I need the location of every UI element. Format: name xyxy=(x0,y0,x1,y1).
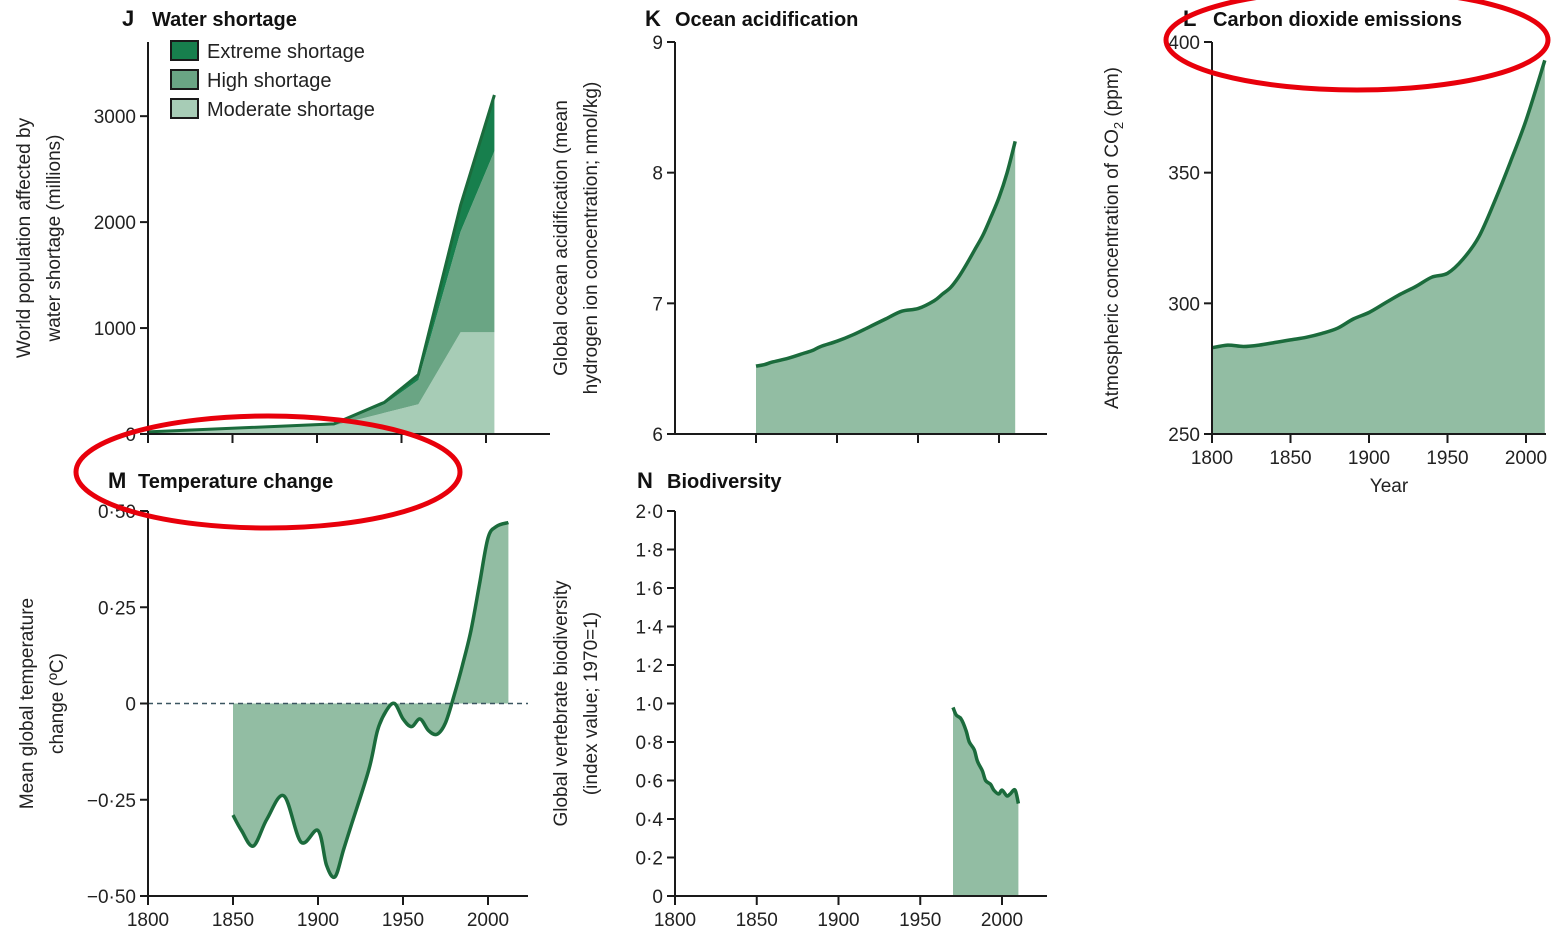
y-tick-label: 0·6 xyxy=(636,772,663,793)
y-axis-title-part: Atmospheric concentration of CO xyxy=(1102,129,1123,409)
series-line xyxy=(1211,59,1547,350)
panel-l: L Carbon dioxide emissions250300350400180… xyxy=(1102,6,1547,497)
y-tick-label: 0 xyxy=(652,887,663,908)
panel-title: Biodiversity xyxy=(667,471,782,493)
series-line xyxy=(755,140,1017,368)
y-axis-title: change (ºC) xyxy=(47,653,68,754)
x-tick-label: 1800 xyxy=(127,910,169,931)
y-axis-title: Mean global temperature xyxy=(17,598,38,809)
y-tick-label: 2·0 xyxy=(636,502,663,523)
x-tick-label: 1850 xyxy=(212,910,254,931)
x-tick-label: 1800 xyxy=(654,910,696,931)
panel-letter: M xyxy=(108,468,126,493)
series-line-total xyxy=(147,94,496,434)
legend-swatch-moderate xyxy=(170,98,199,119)
panel-title: Water shortage xyxy=(152,9,297,31)
highlight-ellipse-carbon xyxy=(1163,0,1551,93)
y-tick-label: 0·25 xyxy=(98,598,136,619)
y-tick-label: 1·0 xyxy=(636,695,663,716)
x-tick-label: 1850 xyxy=(736,910,778,931)
y-tick-label: 9 xyxy=(652,33,663,54)
legend-label-extreme: Extreme shortage xyxy=(207,41,365,63)
series-area-moderate xyxy=(148,332,495,434)
panel-title: Carbon dioxide emissions xyxy=(1213,9,1462,31)
x-tick-label: 1850 xyxy=(1269,448,1311,469)
x-tick-label: 1900 xyxy=(1348,448,1390,469)
highlight-ellipse-temperature xyxy=(73,413,463,531)
y-tick-label: 0 xyxy=(125,425,136,446)
x-tick-label: 1800 xyxy=(1191,448,1233,469)
panel-n: N Biodiversity 0 0·2 0·4 0·6 0·8 1·0 1·2 1·4 1·6 1·… xyxy=(551,468,1047,931)
panel-title: Temperature change xyxy=(138,471,333,493)
series-area xyxy=(953,707,1019,896)
panel-title: Ocean acidification xyxy=(675,9,858,31)
x-tick-label: 2000 xyxy=(1505,448,1547,469)
x-tick-label: 1950 xyxy=(899,910,941,931)
y-axis-title: Atmospheric concentration of CO2 (ppm) xyxy=(1102,67,1126,409)
y-axis-title: water shortage (millions) xyxy=(44,135,65,343)
y-tick-label: 1·4 xyxy=(636,618,664,639)
panel-letter: J xyxy=(122,6,134,31)
y-tick-label: 7 xyxy=(652,294,663,315)
y-tick-label: 0·4 xyxy=(636,810,664,831)
x-tick-label: 1950 xyxy=(382,910,424,931)
panel-letter: N xyxy=(637,468,653,493)
y-tick-label: 3000 xyxy=(94,107,136,128)
y-tick-label: 0·2 xyxy=(636,849,663,870)
y-axis-title: hydrogen ion concentration; nmol/kg) xyxy=(581,82,602,395)
panel-k: K Ocean acidification 6 7 8 9 Global ocean aci… xyxy=(551,6,1047,446)
y-axis-title: World population affected by xyxy=(14,117,35,358)
y-tick-label: 0 xyxy=(125,695,136,716)
y-axis-title: Global vertebrate biodiversity xyxy=(551,580,572,827)
x-tick-label: 1950 xyxy=(1426,448,1468,469)
y-tick-label: 1·2 xyxy=(636,656,663,677)
y-tick-label: 1000 xyxy=(94,319,136,340)
y-axis-title: (index value; 1970=1) xyxy=(581,612,602,795)
x-tick-label: 2000 xyxy=(467,910,509,931)
series-line xyxy=(951,706,1021,805)
y-tick-label: 1·6 xyxy=(636,579,663,600)
y-tick-label: 1·8 xyxy=(636,541,663,562)
y-axis-title: Global ocean acidification (mean xyxy=(551,100,572,376)
y-tick-label: 8 xyxy=(652,164,663,185)
y-axis-title-subscript: 2 xyxy=(1111,122,1126,129)
series-area xyxy=(1212,60,1545,435)
series-area xyxy=(756,141,1016,435)
legend-label-moderate: Moderate shortage xyxy=(207,99,375,121)
y-tick-label: 400 xyxy=(1168,33,1200,54)
y-tick-label: −0·25 xyxy=(87,791,136,812)
y-tick-label: 250 xyxy=(1168,425,1200,446)
legend-label-high: High shortage xyxy=(207,70,332,92)
y-tick-label: 2000 xyxy=(94,213,136,234)
y-tick-label: 6 xyxy=(652,425,663,446)
y-tick-label: 0·8 xyxy=(636,733,663,754)
y-tick-label: 350 xyxy=(1168,164,1200,185)
highlight-annotations xyxy=(73,0,1551,531)
legend-swatch-high xyxy=(170,69,199,90)
panel-j: J Water shortage Extreme shortage High shor… xyxy=(14,6,550,446)
panel-letter: K xyxy=(645,6,661,31)
panel-m: M Temperature change−0·50−0·2500·250·5018… xyxy=(17,468,528,931)
series-area xyxy=(233,522,509,878)
x-axis-title: Year xyxy=(1370,476,1409,497)
y-tick-label: 300 xyxy=(1168,294,1200,315)
x-tick-label: 2000 xyxy=(981,910,1023,931)
series-line xyxy=(231,520,509,880)
x-tick-label: 1900 xyxy=(817,910,859,931)
legend-swatch-extreme xyxy=(170,40,199,61)
y-axis-title-part: (ppm) xyxy=(1102,67,1123,122)
y-tick-label: −0·50 xyxy=(87,887,136,908)
x-tick-label: 1900 xyxy=(297,910,339,931)
